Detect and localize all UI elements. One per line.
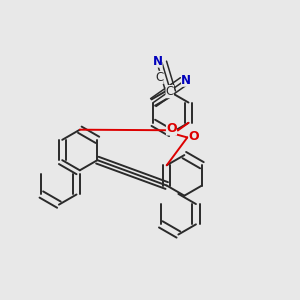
- Text: N: N: [152, 55, 163, 68]
- Text: C: C: [166, 85, 174, 98]
- Text: O: O: [166, 122, 177, 135]
- Text: N: N: [181, 74, 191, 87]
- Text: C: C: [155, 71, 164, 84]
- Text: O: O: [189, 130, 199, 143]
